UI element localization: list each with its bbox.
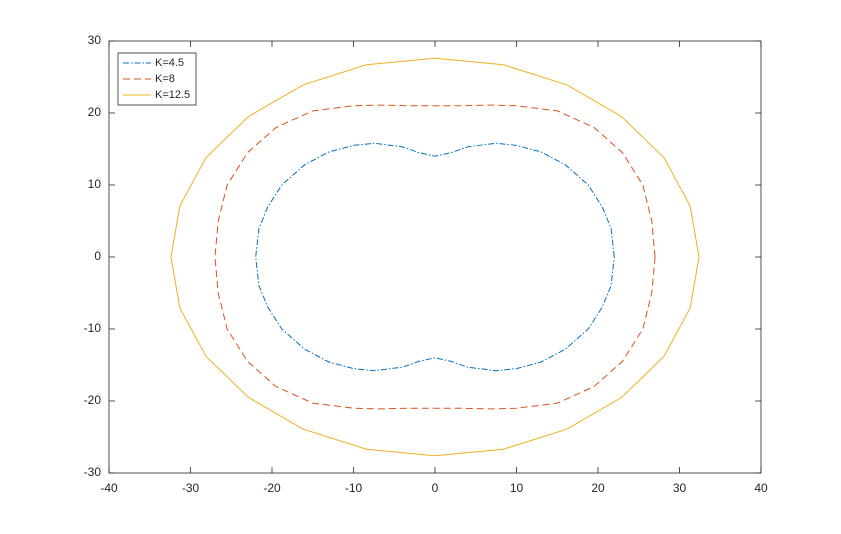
x-tick-label: -30 — [182, 481, 200, 495]
line — [214, 104, 656, 410]
x-tick-label: 20 — [591, 481, 605, 495]
x-tick-label: 10 — [510, 481, 524, 495]
legend-box — [117, 52, 197, 106]
line — [255, 142, 615, 372]
y-tick-label: -10 — [84, 321, 102, 335]
y-tick-label: -20 — [84, 393, 102, 407]
line — [170, 57, 700, 457]
legend: K=4.5 K=8 K=12.5 — [117, 52, 197, 106]
x-tick-label: -40 — [100, 481, 118, 495]
legend-label: K=8 — [155, 73, 175, 85]
x-tick-label: 0 — [432, 481, 439, 495]
y-tick-label: 20 — [88, 105, 102, 119]
x-tick-label: -10 — [345, 481, 363, 495]
x-tick-label: -20 — [263, 481, 281, 495]
y-tick-label: 0 — [94, 249, 101, 263]
y-tick-label: -30 — [84, 465, 102, 479]
legend-label: K=4.5 — [155, 57, 184, 69]
legend-label: K=12.5 — [155, 89, 190, 101]
x-tick-label: 40 — [754, 481, 768, 495]
x-tick-label: 30 — [673, 481, 687, 495]
y-tick-label: 30 — [88, 33, 102, 47]
y-tick-label: 10 — [88, 177, 102, 191]
plot-area — [108, 40, 762, 474]
